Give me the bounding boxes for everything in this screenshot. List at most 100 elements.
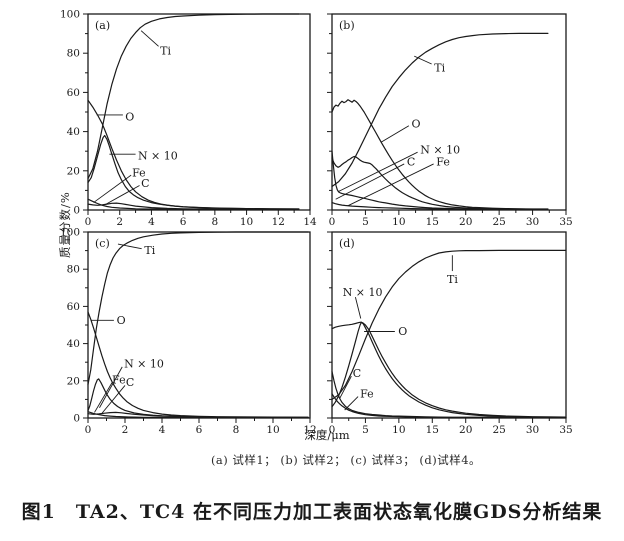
- x-tick-label: 2: [122, 424, 129, 436]
- annotation-label: C: [407, 155, 415, 168]
- y-tick-label: 40: [67, 126, 80, 138]
- subplot-d: 0 5 10 15 20 25 30 35 (d) Ti N × 10 O C Fe: [327, 231, 573, 436]
- panel-label: (b): [339, 19, 355, 32]
- x-tick-label: 10: [392, 424, 405, 436]
- x-tick-label: 25: [492, 216, 505, 228]
- subplot-b: 0 5 10 15 20 25 30 35 (b) Ti O N × 10 C Fe: [327, 13, 573, 228]
- x-tick-label: 4: [148, 216, 155, 228]
- series-b-C: [331, 150, 549, 210]
- annotation-label: N × 10: [420, 144, 460, 157]
- annotation-label: N × 10: [343, 286, 383, 299]
- annotation-label: Fe: [360, 387, 374, 400]
- x-tick-label: 6: [196, 424, 203, 436]
- annotation-label: N × 10: [138, 150, 178, 163]
- x-tick-label: 35: [559, 216, 572, 228]
- panel-label: (a): [95, 19, 110, 32]
- annotation-label: O: [125, 110, 134, 123]
- y-tick-label: 60: [67, 301, 80, 313]
- y-tick-label: 20: [67, 375, 80, 387]
- series-b-Fe: [331, 202, 549, 210]
- x-tick-label: 4: [159, 424, 166, 436]
- x-tick-label: 14: [303, 216, 317, 228]
- annotation-leader: [94, 382, 113, 413]
- annotation-label: Fe: [132, 166, 146, 179]
- x-tick-label: 12: [303, 424, 316, 436]
- y-tick-label: 40: [67, 338, 80, 350]
- y-tick-label: 80: [67, 264, 80, 276]
- annotation-leader: [335, 163, 405, 200]
- annotation-label: O: [412, 117, 421, 130]
- annotation-label: Ti: [160, 45, 171, 58]
- annotation-label: C: [141, 177, 149, 190]
- x-tick-label: 12: [272, 216, 285, 228]
- x-tick-label: 10: [266, 424, 279, 436]
- x-tick-label: 5: [362, 216, 369, 228]
- y-tick-label: 0: [73, 413, 80, 425]
- series-c-O: [87, 311, 309, 418]
- annotation-label: C: [126, 376, 134, 389]
- series-c-Ti: [87, 231, 309, 386]
- x-tick-label: 30: [526, 424, 539, 436]
- subplot-c: 0 2 4 6 8 10 12 0 20 40 60 80 100 (c) Ti O N × 10 Fe C: [60, 227, 317, 437]
- annotation-label: Fe: [436, 155, 450, 168]
- annotation-label: C: [353, 367, 361, 380]
- figure-title: 图1 TA2、TC4 在不同压力加工表面状态氧化膜GDS分析结果: [21, 501, 603, 523]
- plot-frame: [331, 13, 567, 211]
- annotation-leader: [105, 185, 140, 205]
- x-tick-label: 35: [559, 424, 572, 436]
- series-d-O: [331, 321, 567, 418]
- annotation-leader: [337, 151, 418, 193]
- y-tick-label: 100: [60, 227, 80, 239]
- y-tick-label: 80: [67, 48, 80, 60]
- annotation-leader: [354, 296, 362, 319]
- annotation-label: O: [117, 314, 126, 327]
- series-d-Fe: [331, 393, 567, 419]
- annotation-leader: [414, 55, 432, 65]
- annotation-leader: [140, 30, 159, 47]
- annotation-leader: [347, 163, 434, 207]
- x-tick-label: 8: [212, 216, 219, 228]
- x-tick-label: 0: [329, 216, 336, 228]
- x-tick-label: 20: [459, 216, 472, 228]
- annotation-label: N × 10: [124, 358, 164, 371]
- panel-label: (d): [339, 237, 355, 250]
- y-tick-label: 60: [67, 87, 80, 99]
- annotation-leader: [380, 125, 410, 143]
- series-c-C: [87, 411, 309, 418]
- y-tick-label: 20: [67, 165, 80, 177]
- x-tick-label: 6: [180, 216, 187, 228]
- series-b-N×10: [331, 155, 549, 210]
- x-tick-label: 15: [426, 424, 439, 436]
- annotation-label: O: [398, 325, 407, 338]
- series-a-N×10: [87, 134, 300, 210]
- x-axis-label: 深度/μm: [304, 428, 350, 442]
- annotation-leader: [339, 375, 352, 399]
- subfigure-caption: (a) 试样1； (b) 试样2； (c) 试样3； (d)试样4。: [210, 453, 482, 467]
- series-a-Fe: [87, 198, 300, 211]
- annotation-label: Ti: [447, 273, 458, 286]
- y-tick-label: 100: [60, 9, 80, 21]
- series-a-Ti: [87, 13, 300, 180]
- x-tick-label: 15: [426, 216, 439, 228]
- series-b-Ti: [331, 32, 549, 188]
- x-tick-label: 10: [392, 216, 405, 228]
- x-tick-label: 20: [459, 424, 472, 436]
- annotation-leader: [93, 174, 132, 203]
- x-tick-label: 0: [329, 424, 336, 436]
- x-tick-label: 5: [362, 424, 369, 436]
- series-a-O: [87, 99, 300, 210]
- x-tick-label: 10: [240, 216, 253, 228]
- annotation-leader: [101, 385, 126, 414]
- annotation-leader: [117, 243, 142, 250]
- x-tick-label: 8: [233, 424, 240, 436]
- series-b-O: [331, 99, 549, 210]
- series-a-C: [87, 202, 300, 210]
- annotation-leader: [344, 396, 359, 411]
- x-tick-label: 25: [492, 424, 505, 436]
- series-d-Ti: [331, 249, 567, 400]
- x-tick-label: 0: [85, 216, 92, 228]
- annotation-label: Ti: [144, 244, 155, 257]
- annotation-leader: [99, 366, 123, 408]
